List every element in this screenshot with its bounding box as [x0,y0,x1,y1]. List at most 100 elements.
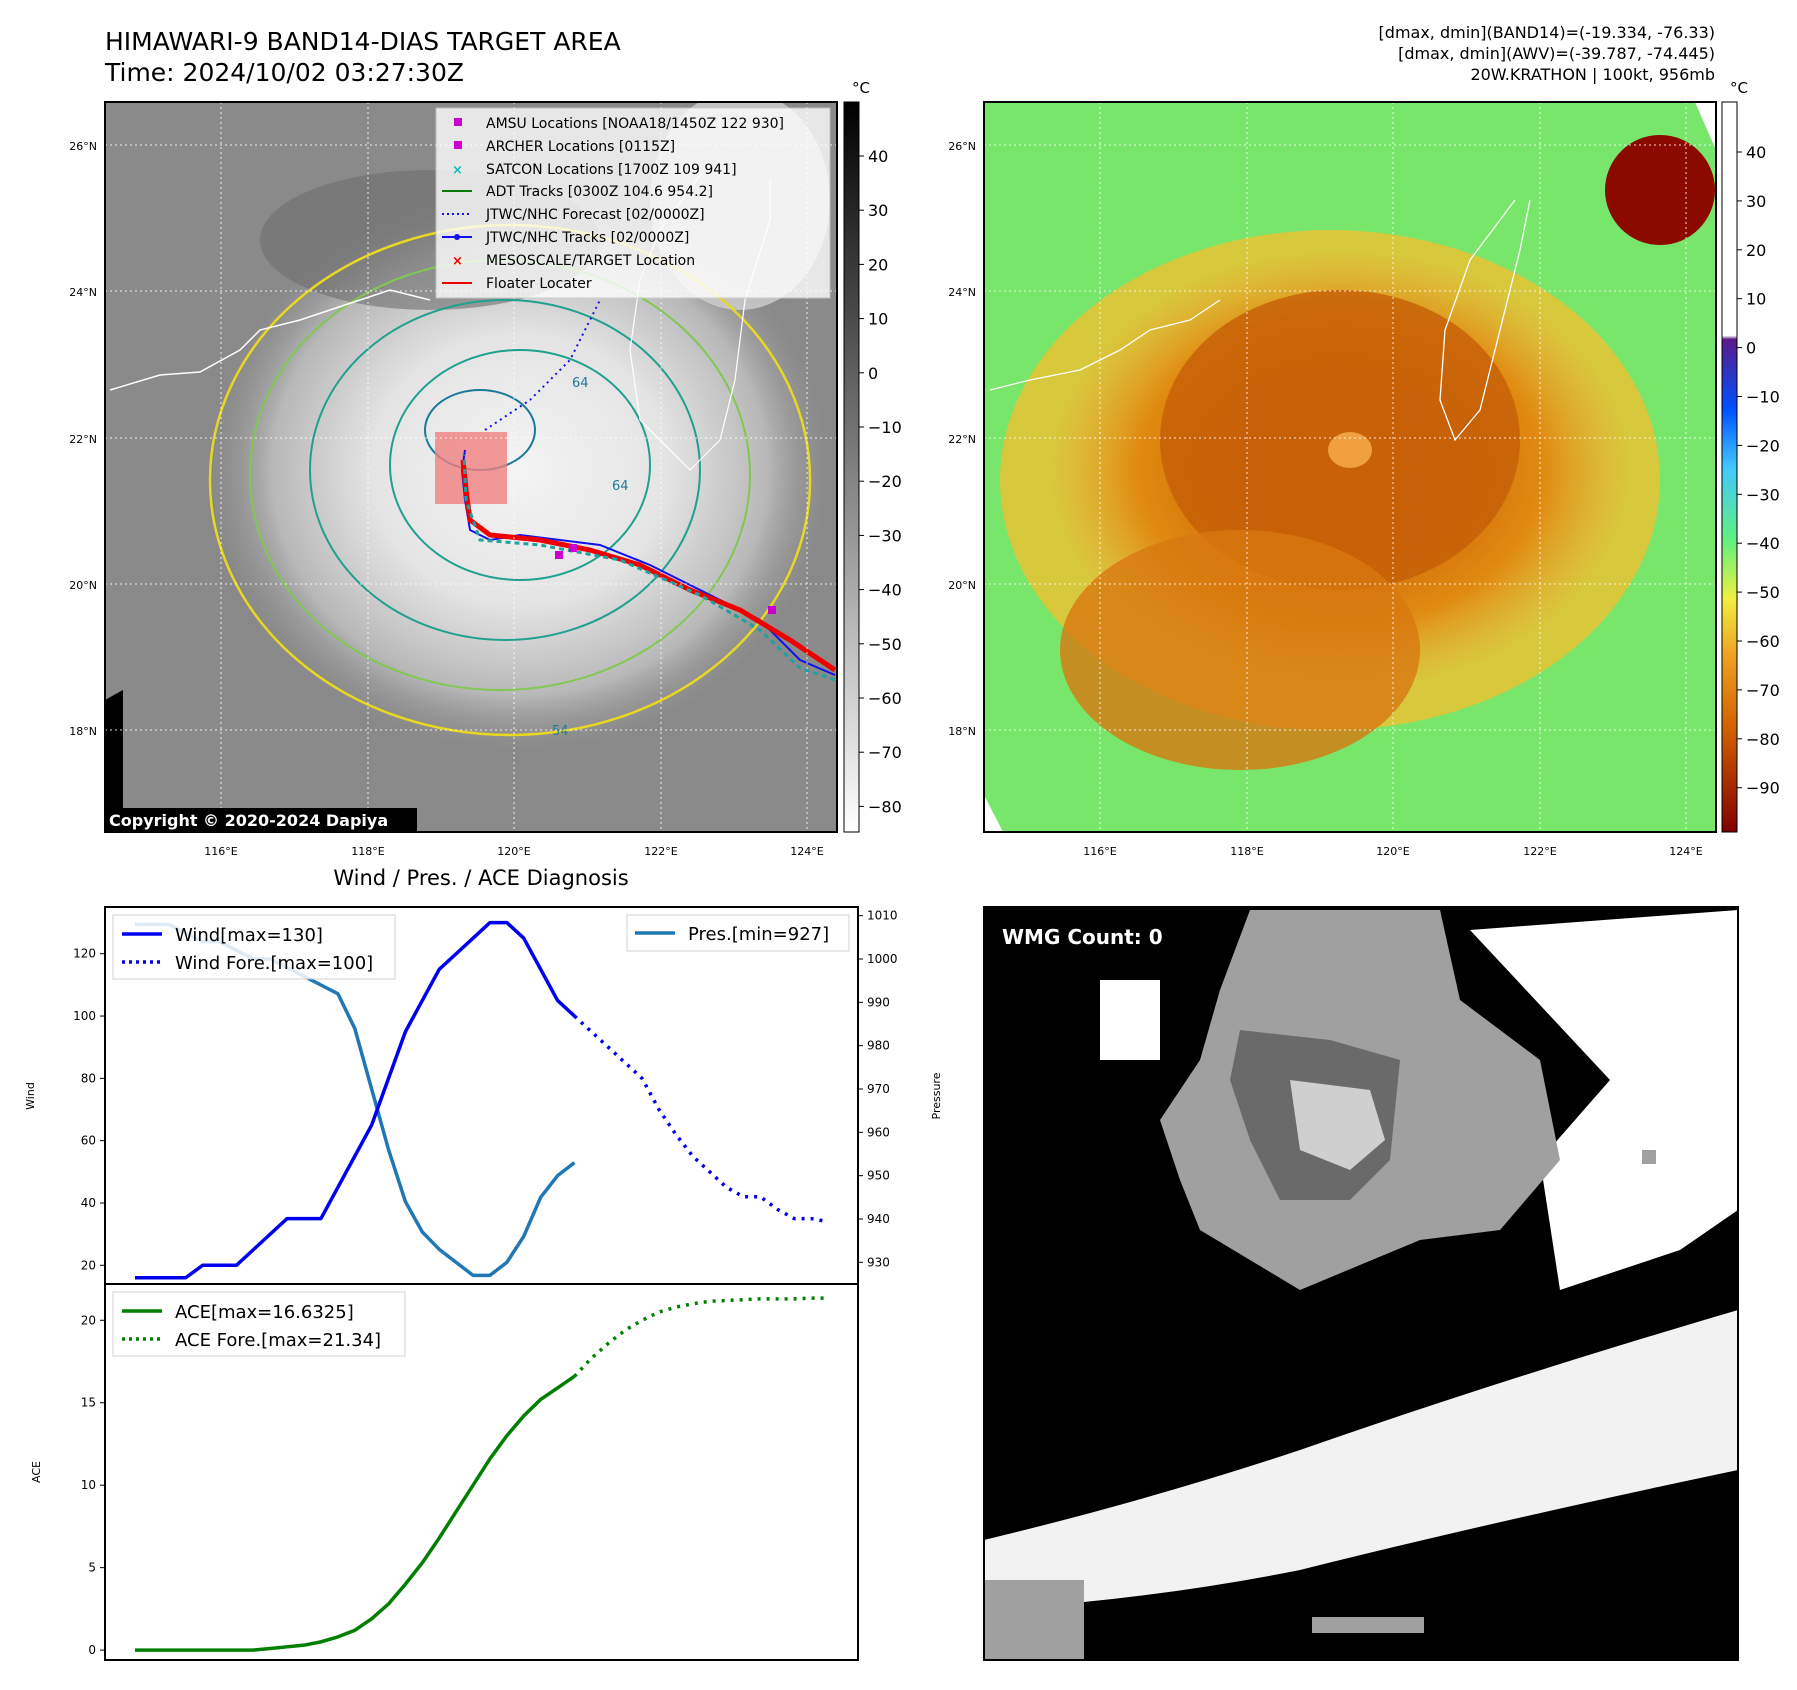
awv-colorbar-tick-label: 20 [1746,241,1766,260]
awv-colorbar-tick-label: −50 [1746,583,1780,602]
legend-label-amsu: AMSU Locations [NOAA18/1450Z 122 930] [486,116,784,132]
legend-marker-satcon: × [452,163,463,178]
jtwc-forecast-track [484,299,601,431]
wind-fore-legend-label: Wind Fore.[max=100] [175,953,373,974]
awv-colorbar-tick-label: 0 [1746,339,1756,358]
wmg-white-band [984,1310,1738,1610]
ir-lon-120: 120°E [497,845,530,858]
wind-forecast-line [573,1014,829,1224]
awv-lon-116: 116°E [1083,845,1116,858]
satcon-track [462,454,836,682]
legend-marker-archer [454,141,462,149]
ir-lat-18: 18°N [69,725,97,738]
legend-marker-target: × [452,254,463,269]
ir-colorbar-tick-label: 30 [868,201,888,220]
legend-label-archer: ARCHER Locations [0115Z] [486,139,675,155]
pressure-tick-label: 940 [867,1212,890,1226]
awv-cold-region [1605,135,1715,245]
ir-colorbar-tick-label: −10 [868,418,902,437]
ace-legend-box [112,1291,406,1357]
wind-tick-label: 60 [81,1134,96,1148]
wind-tick-label: 120 [73,947,96,961]
ir-lat-24: 24°N [69,286,97,299]
ir-colorbar-tick-label: −60 [868,689,902,708]
ir-lon-124: 124°E [790,845,823,858]
diagnosis-title: Wind / Pres. / ACE Diagnosis [333,866,628,890]
ir-lat-26: 26°N [69,140,97,153]
awv-coastline-china [989,299,1221,391]
ir-storm-cloud [190,170,837,770]
ir-lat-20: 20°N [69,579,97,592]
figure-title: HIMAWARI-9 BAND14-DIAS TARGET AREA [105,27,621,56]
pressure-tick-label: 1010 [867,909,898,923]
awv-axis-labels: 26°N 24°N 22°N 20°N 18°N 116°E 118°E 120… [948,140,1703,858]
awv-lon-122: 122°E [1523,845,1556,858]
band14-range-text: [dmax, dmin](BAND14)=(-19.334, -76.33) [1379,23,1715,42]
legend-label-jtwc: JTWC/NHC Tracks [02/0000Z] [485,230,689,246]
awv-colorbar-tick-label: −30 [1746,485,1780,504]
awv-colorbar-tick-label: −10 [1746,388,1780,407]
ir-colorbar-tick-label: −20 [868,472,902,491]
ir-colorbar-tick-label: −80 [868,797,902,816]
wmg-gray-dot [1642,1150,1656,1164]
pressure-axis-label: Pressure [930,1072,943,1119]
pressure-axis-ticks: 930 940 950 960 970 980 990 1000 1010 [858,909,898,1269]
legend-marker-jtwc-dot [454,234,460,240]
target-area-box [435,432,507,504]
ir-lon-118: 118°E [351,845,384,858]
amsu-marker [555,551,563,559]
ir-colorbar-unit: °C [852,79,870,97]
storm-info-text: 20W.KRATHON | 100kt, 956mb [1470,65,1715,84]
awv-colorbar-tick-label: 40 [1746,143,1766,162]
awv-nodata-corner [1695,102,1716,150]
awv-grid [984,102,1716,832]
contour-teal [309,299,701,641]
amsu-marker-2 [768,606,776,614]
awv-coastline-taiwan [1439,199,1531,442]
awv-colorbar: °C 40 30 20 10 0 −10 −20 −30 −40 −50 −60 −70 −80 −90 [1721,79,1780,833]
awv-lon-118: 118°E [1230,845,1263,858]
ace-tick-label: 10 [81,1478,96,1492]
awv-lat-24: 24°N [948,286,976,299]
legend-marker-amsu [454,118,462,126]
awv-colorbar-tick-label: −90 [1746,779,1780,798]
awv-colorbar-ticks: 40 30 20 10 0 −10 −20 −30 −40 −50 −60 −70 −80 −90 [1737,143,1780,798]
ir-lon-122: 122°E [644,845,677,858]
pressure-tick-label: 950 [867,1169,890,1183]
ace-tick-label: 5 [88,1561,96,1575]
pressure-tick-label: 1000 [867,952,898,966]
awv-colorbar-tick-label: 30 [1746,192,1766,211]
awv-eye [1328,432,1372,468]
awv-map-frame [983,101,1717,833]
wmg-white-patch [1100,980,1160,1060]
ir-colorbar-ticks: 40 30 20 10 0 −10 −20 −30 −40 −50 −60 −70 −80 [859,147,902,816]
ir-colorbar-tick-label: −30 [868,526,902,545]
wind-legend-label: Wind[max=130] [175,925,323,946]
legend-label-adt: ADT Tracks [0300Z 104.6 954.2] [486,184,713,200]
ir-colorbar-tick-label: 20 [868,255,888,274]
ace-axis-label: ACE [30,1461,43,1483]
pressure-tick-label: 990 [867,995,890,1009]
ace-chart: 0 5 10 15 20 ACE ACE[max=16.6325] ACE Fore.[… [30,1283,859,1661]
wind-axis-ticks: 20 40 60 80 100 120 [73,947,105,1272]
figure-time: Time: 2024/10/02 03:27:30Z [104,58,464,87]
awv-lat-22: 22°N [948,433,976,446]
pressure-tick-label: 980 [867,1039,890,1053]
wind-tick-label: 20 [81,1258,96,1272]
wind-legend-box [112,914,396,980]
copyright-box [105,808,417,832]
wind-pressure-chart: 20 40 60 80 100 120 930 940 950 960 970 980 990 1000… [24,906,943,1285]
awv-colorbar-tick-label: −70 [1746,681,1780,700]
contour-label-64b: 64 [612,479,629,494]
legend-label-forecast: JTWC/NHC Forecast [02/0000Z] [485,207,705,223]
wmg-white-region-ne [1470,910,1738,1290]
legend-label-satcon: SATCON Locations [1700Z 109 941] [486,162,737,178]
ace-line [135,1374,576,1652]
wmg-panel: WMG Count: 0 [983,906,1739,1661]
awv-colorbar-tick-label: −20 [1746,436,1780,455]
ir-colorbar: °C 40 30 20 10 0 −10 −20 −30 −40 −50 −60 −70 −80 [843,79,902,833]
legend-box [435,107,831,299]
legend-label-floater: Floater Locater [486,276,592,292]
ir-colorbar-tick-label: 10 [868,310,888,329]
